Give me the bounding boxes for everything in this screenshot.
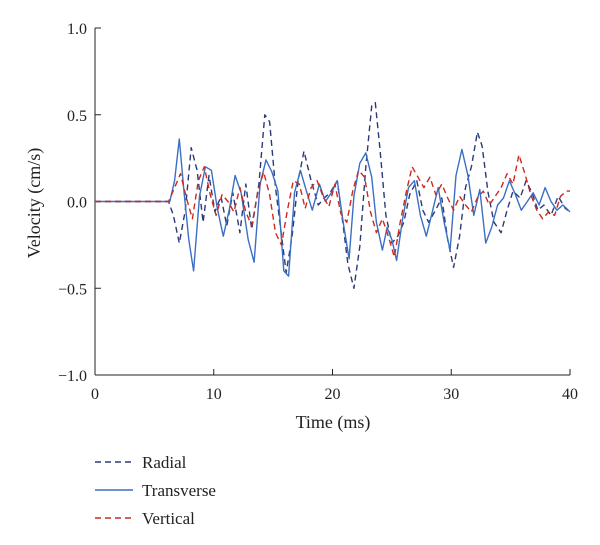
y-tick-label: −0.5 — [58, 281, 87, 298]
legend-label-vertical: Vertical — [142, 509, 195, 528]
x-tick-label: 20 — [325, 386, 341, 403]
x-tick-label: 10 — [206, 386, 222, 403]
y-tick-label: 1.0 — [67, 21, 87, 38]
legend-label-transverse: Transverse — [142, 481, 216, 500]
series-lines — [95, 101, 571, 289]
series-line-transverse — [95, 138, 571, 277]
series-line-vertical — [95, 153, 570, 258]
x-tick-label: 0 — [91, 386, 99, 403]
tick-labels: 0 10 20 30 40 −1.0 −0.5 0.0 0.5 1.0 — [58, 21, 578, 403]
y-tick-label: 0.0 — [67, 195, 87, 212]
y-axis-label: Velocity (cm/s) — [24, 148, 45, 258]
x-axis-label: Time (ms) — [296, 412, 371, 433]
legend: Radial Transverse Vertical — [95, 453, 216, 528]
y-tick-label: 0.5 — [67, 108, 87, 125]
y-tick-label: −1.0 — [58, 368, 87, 385]
x-tick-label: 40 — [562, 386, 578, 403]
x-tick-label: 30 — [443, 386, 459, 403]
legend-label-radial: Radial — [142, 453, 187, 472]
